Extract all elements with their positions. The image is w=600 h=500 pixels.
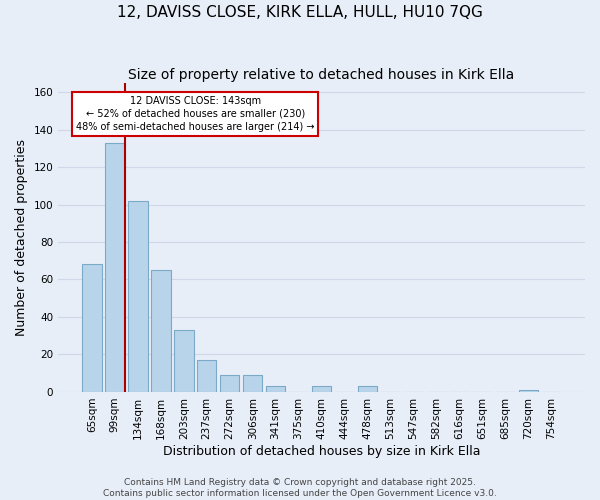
X-axis label: Distribution of detached houses by size in Kirk Ella: Distribution of detached houses by size … xyxy=(163,444,481,458)
Text: 12, DAVISS CLOSE, KIRK ELLA, HULL, HU10 7QG: 12, DAVISS CLOSE, KIRK ELLA, HULL, HU10 … xyxy=(117,5,483,20)
Bar xyxy=(220,375,239,392)
Y-axis label: Number of detached properties: Number of detached properties xyxy=(15,139,28,336)
Title: Size of property relative to detached houses in Kirk Ella: Size of property relative to detached ho… xyxy=(128,68,515,82)
Bar xyxy=(358,386,377,392)
Text: 12 DAVISS CLOSE: 143sqm
← 52% of detached houses are smaller (230)
48% of semi-d: 12 DAVISS CLOSE: 143sqm ← 52% of detache… xyxy=(76,96,314,132)
Bar xyxy=(518,390,538,392)
Bar xyxy=(266,386,286,392)
Bar xyxy=(197,360,217,392)
Bar xyxy=(312,386,331,392)
Bar xyxy=(105,142,125,392)
Text: Contains HM Land Registry data © Crown copyright and database right 2025.
Contai: Contains HM Land Registry data © Crown c… xyxy=(103,478,497,498)
Bar xyxy=(174,330,194,392)
Bar xyxy=(128,201,148,392)
Bar xyxy=(82,264,101,392)
Bar xyxy=(151,270,170,392)
Bar xyxy=(243,375,262,392)
